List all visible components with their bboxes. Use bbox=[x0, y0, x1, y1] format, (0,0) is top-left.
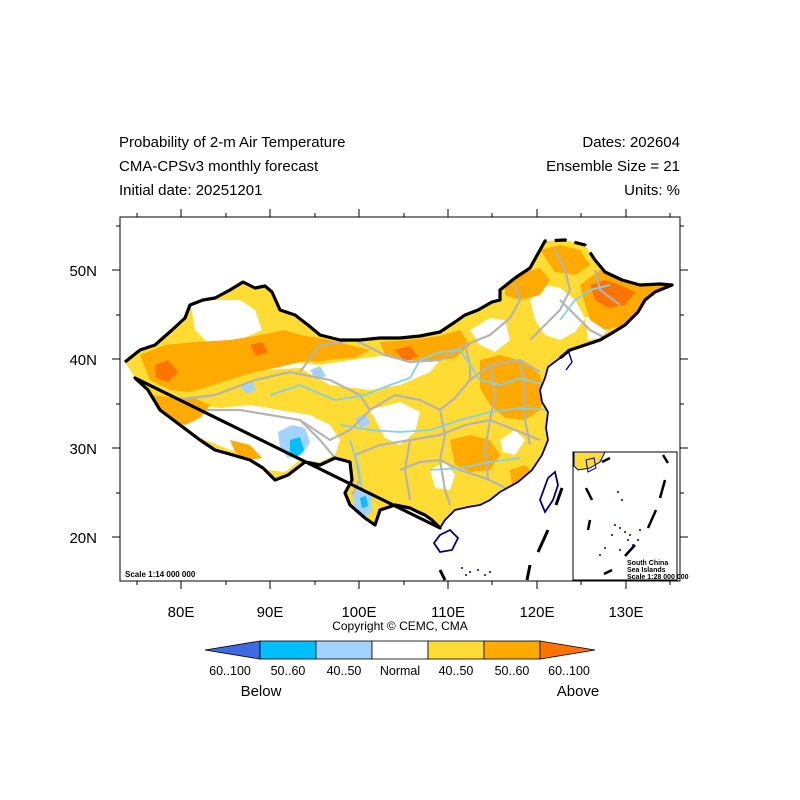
legend-label-above-50-60: 50..60 bbox=[495, 664, 530, 678]
y-tick-50n: 50N bbox=[69, 263, 97, 280]
field-above-50-60-region bbox=[140, 245, 665, 488]
legend-swatch-above-50-60 bbox=[483, 640, 541, 660]
rivers bbox=[269, 284, 611, 491]
y-tick-20n: 20N bbox=[69, 530, 97, 547]
legend-swatch-above-40-50 bbox=[427, 640, 485, 660]
inset-south-china-sea: South China Sea Islands Scale 1:28 000 0… bbox=[572, 451, 689, 581]
x-tick-110e: 110E bbox=[431, 604, 465, 621]
province-boundaries bbox=[174, 249, 621, 506]
inset-hainan bbox=[585, 457, 597, 473]
legend-label-below-60-100: 60..100 bbox=[209, 664, 251, 678]
legend-label-below-50-60: 50..60 bbox=[271, 664, 306, 678]
main-scale: Scale 1:14 000 000 bbox=[125, 570, 196, 579]
coastline bbox=[439, 357, 561, 529]
copyright-text: Copyright © CEMC, CMA bbox=[332, 619, 468, 633]
inset-coast bbox=[573, 451, 606, 471]
legend-label-normal: Normal bbox=[380, 664, 420, 678]
x-tick-80e: 80E bbox=[168, 604, 195, 621]
legend-label-above-40-50: 40..50 bbox=[439, 664, 474, 678]
inset-islands bbox=[599, 491, 641, 556]
field-below-50-60-region bbox=[290, 437, 368, 508]
axis-ticks bbox=[112, 209, 688, 589]
chart-title: Probability of 2-m Air Temperature bbox=[119, 134, 346, 151]
field-normal-region bbox=[165, 285, 612, 490]
x-tick-120e: 120E bbox=[519, 604, 554, 621]
inset-scale: Scale 1:28 000 000 bbox=[627, 574, 689, 581]
south-sea-dots bbox=[461, 567, 491, 576]
legend-above-label: Above bbox=[557, 683, 600, 700]
ensemble-size: Ensemble Size = 21 bbox=[546, 158, 680, 175]
units-label: Units: % bbox=[624, 182, 680, 199]
legend-swatch-below-50-60 bbox=[259, 640, 317, 660]
legend-colorbar bbox=[204, 640, 596, 660]
initial-date: Initial date: 20251201 bbox=[119, 182, 263, 199]
legend-swatch-normal bbox=[371, 640, 429, 660]
korea-coast bbox=[559, 348, 573, 371]
legend-swatch-above-60-100 bbox=[539, 640, 596, 660]
legend-label-below-40-50: 40..50 bbox=[327, 664, 362, 678]
y-tick-30n: 30N bbox=[69, 441, 97, 458]
map-border bbox=[119, 216, 681, 582]
field-below-40-50-region bbox=[240, 366, 372, 518]
nine-dash-main bbox=[438, 487, 564, 581]
inset-nine-dash bbox=[584, 454, 670, 576]
legend-swatch-below-60-100 bbox=[204, 640, 261, 660]
legend-label-above-60-100: 60..100 bbox=[548, 664, 590, 678]
y-tick-40n: 40N bbox=[69, 352, 97, 369]
national-border bbox=[124, 249, 674, 530]
inset-frame bbox=[572, 451, 678, 581]
disputed-border-dashed bbox=[538, 238, 597, 261]
x-tick-100e: 100E bbox=[341, 604, 376, 621]
legend-below-label: Below bbox=[241, 683, 282, 700]
inset-title-line1: South China bbox=[627, 560, 668, 567]
forecast-dates: Dates: 202604 bbox=[582, 134, 680, 151]
hainan-island bbox=[432, 528, 460, 553]
legend-swatch-below-40-50 bbox=[315, 640, 373, 660]
inset-title-line2: Sea Islands bbox=[627, 567, 666, 574]
x-tick-130e: 130E bbox=[608, 604, 643, 621]
x-tick-90e: 90E bbox=[257, 604, 284, 621]
model-name: CMA-CPSv3 monthly forecast bbox=[119, 158, 319, 175]
taiwan-island bbox=[539, 470, 559, 514]
